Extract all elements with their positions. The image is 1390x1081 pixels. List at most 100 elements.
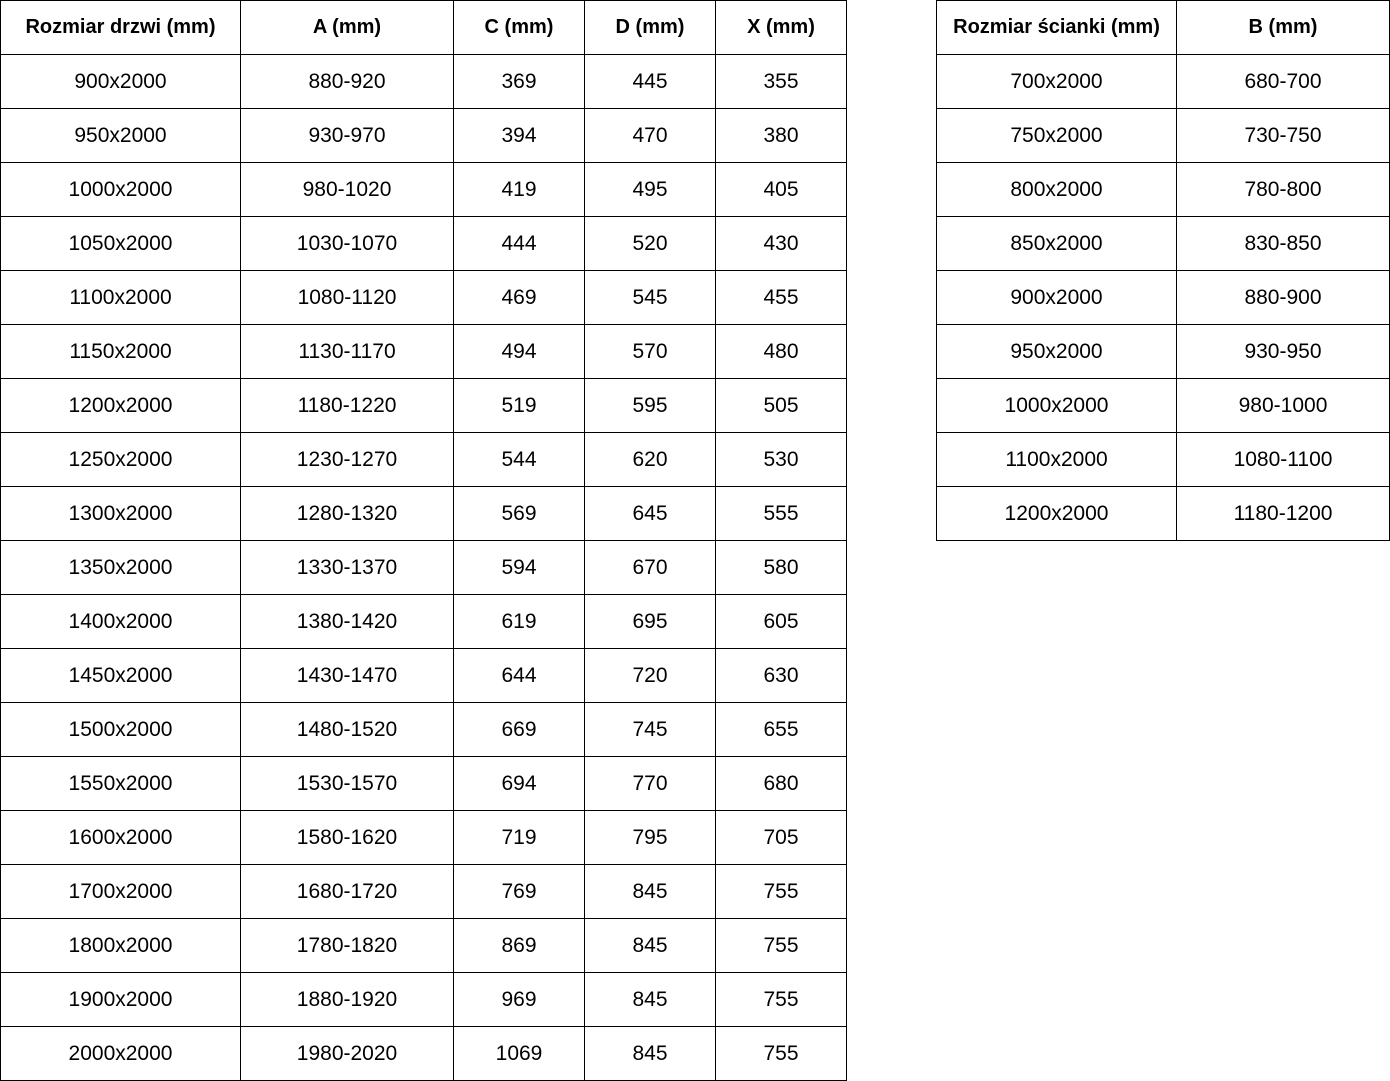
- table-cell: 519: [453, 378, 585, 433]
- table-cell: 1069: [453, 1026, 585, 1081]
- table-cell: 545: [584, 270, 716, 325]
- table-row: 1550x2000 1530-1570 694 770 680: [0, 756, 847, 811]
- table-row: 1200x2000 1180-1220 519 595 505: [0, 378, 847, 433]
- table-cell: 1000x2000: [936, 378, 1177, 433]
- table-cell: 505: [715, 378, 847, 433]
- table-cell: 930-950: [1176, 324, 1390, 379]
- table-cell: 1550x2000: [0, 756, 241, 811]
- table-cell: 845: [584, 918, 716, 973]
- table-cell: 670: [584, 540, 716, 595]
- table-row: 1900x2000 1880-1920 969 845 755: [0, 972, 847, 1027]
- table-cell: 455: [715, 270, 847, 325]
- table-cell: 880-920: [240, 54, 454, 109]
- table-cell: 469: [453, 270, 585, 325]
- table-cell: 595: [584, 378, 716, 433]
- table-cell: 620: [584, 432, 716, 487]
- wall-panel-sizes-table: Rozmiar ścianki (mm) B (mm) 700x2000 680-7…: [936, 0, 1390, 541]
- table-cell: 830-850: [1176, 216, 1390, 271]
- table-cell: 1380-1420: [240, 594, 454, 649]
- table-cell: 445: [584, 54, 716, 109]
- table-cell: 1450x2000: [0, 648, 241, 703]
- table-cell: 694: [453, 756, 585, 811]
- table-cell: 555: [715, 486, 847, 541]
- table-cell: 755: [715, 918, 847, 973]
- table-row: 1450x2000 1430-1470 644 720 630: [0, 648, 847, 703]
- table-cell: 1780-1820: [240, 918, 454, 973]
- table-row: 1150x2000 1130-1170 494 570 480: [0, 324, 847, 379]
- table-cell: 530: [715, 432, 847, 487]
- column-header: D (mm): [584, 0, 716, 55]
- table-row: 700x2000 680-700: [936, 54, 1390, 109]
- table-cell: 845: [584, 1026, 716, 1081]
- table-row: 1100x2000 1080-1120 469 545 455: [0, 270, 847, 325]
- table-cell: 770: [584, 756, 716, 811]
- table-cell: 1530-1570: [240, 756, 454, 811]
- table-cell: 680-700: [1176, 54, 1390, 109]
- table-row: 1000x2000 980-1000: [936, 378, 1390, 433]
- table-cell: 1130-1170: [240, 324, 454, 379]
- table-cell: 419: [453, 162, 585, 217]
- column-header: Rozmiar drzwi (mm): [0, 0, 241, 55]
- table-cell: 755: [715, 972, 847, 1027]
- table-cell: 980-1020: [240, 162, 454, 217]
- table-cell: 1330-1370: [240, 540, 454, 595]
- table-cell: 355: [715, 54, 847, 109]
- table-cell: 470: [584, 108, 716, 163]
- table-cell: 605: [715, 594, 847, 649]
- table-cell: 655: [715, 702, 847, 757]
- table-cell: 1080-1120: [240, 270, 454, 325]
- table-cell: 700x2000: [936, 54, 1177, 109]
- table-row: 850x2000 830-850: [936, 216, 1390, 271]
- table-cell: 1500x2000: [0, 702, 241, 757]
- table-row: 1100x2000 1080-1100: [936, 432, 1390, 487]
- table-cell: 1100x2000: [0, 270, 241, 325]
- table-cell: 1800x2000: [0, 918, 241, 973]
- table-cell: 1400x2000: [0, 594, 241, 649]
- table-row: 1350x2000 1330-1370 594 670 580: [0, 540, 847, 595]
- table-cell: 780-800: [1176, 162, 1390, 217]
- table-cell: 644: [453, 648, 585, 703]
- table-row: 1050x2000 1030-1070 444 520 430: [0, 216, 847, 271]
- table-cell: 2000x2000: [0, 1026, 241, 1081]
- table-cell: 1200x2000: [0, 378, 241, 433]
- table-cell: 1180-1200: [1176, 486, 1390, 541]
- table-cell: 730-750: [1176, 108, 1390, 163]
- table-cell: 444: [453, 216, 585, 271]
- table-row: 1300x2000 1280-1320 569 645 555: [0, 486, 847, 541]
- table-cell: 619: [453, 594, 585, 649]
- table-cell: 1030-1070: [240, 216, 454, 271]
- table-cell: 755: [715, 864, 847, 919]
- table-cell: 1250x2000: [0, 432, 241, 487]
- table-cell: 1150x2000: [0, 324, 241, 379]
- table-cell: 669: [453, 702, 585, 757]
- table-cell: 1600x2000: [0, 810, 241, 865]
- table-cell: 900x2000: [936, 270, 1177, 325]
- table-cell: 930-970: [240, 108, 454, 163]
- table-cell: 495: [584, 162, 716, 217]
- table-cell: 869: [453, 918, 585, 973]
- table-cell: 394: [453, 108, 585, 163]
- table-cell: 1980-2020: [240, 1026, 454, 1081]
- table-cell: 580: [715, 540, 847, 595]
- table-cell: 570: [584, 324, 716, 379]
- table-row: 2000x2000 1980-2020 1069 845 755: [0, 1026, 847, 1081]
- table-cell: 1180-1220: [240, 378, 454, 433]
- table-cell: 1080-1100: [1176, 432, 1390, 487]
- table-cell: 880-900: [1176, 270, 1390, 325]
- table-cell: 1000x2000: [0, 162, 241, 217]
- header-row: Rozmiar drzwi (mm) A (mm) C (mm) D (mm) X (m…: [0, 0, 847, 55]
- table-row: 1200x2000 1180-1200: [936, 486, 1390, 541]
- table-cell: 755: [715, 1026, 847, 1081]
- table-row: 900x2000 880-920 369 445 355: [0, 54, 847, 109]
- table-cell: 769: [453, 864, 585, 919]
- table-cell: 705: [715, 810, 847, 865]
- column-header: Rozmiar ścianki (mm): [936, 0, 1177, 55]
- table-cell: 845: [584, 972, 716, 1027]
- table-cell: 980-1000: [1176, 378, 1390, 433]
- column-header: A (mm): [240, 0, 454, 55]
- table-cell: 1300x2000: [0, 486, 241, 541]
- door-sizes-table: Rozmiar drzwi (mm) A (mm) C (mm) D (mm) X (m…: [0, 0, 847, 1081]
- table-cell: 1900x2000: [0, 972, 241, 1027]
- table-row: 900x2000 880-900: [936, 270, 1390, 325]
- table-cell: 1050x2000: [0, 216, 241, 271]
